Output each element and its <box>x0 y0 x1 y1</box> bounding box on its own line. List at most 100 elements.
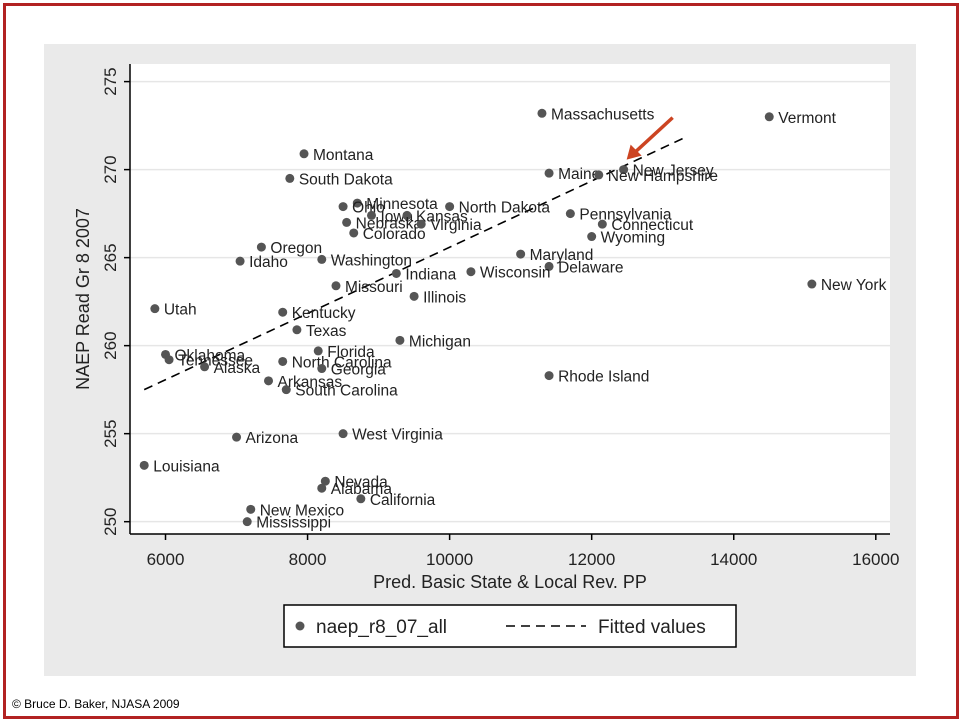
point-label: Idaho <box>249 254 288 271</box>
x-tick-label: 8000 <box>289 550 327 569</box>
data-point <box>342 217 352 227</box>
point-label: New Mexico <box>260 502 344 519</box>
point-label: Pennsylvania <box>579 207 672 224</box>
data-point <box>544 371 554 381</box>
point-label: Florida <box>327 344 375 361</box>
data-point <box>366 210 376 220</box>
y-tick-label: 250 <box>101 507 120 535</box>
data-point <box>764 112 774 122</box>
data-point <box>278 356 288 366</box>
data-point <box>516 249 526 259</box>
data-point <box>356 494 366 504</box>
x-tick-label: 10000 <box>426 550 473 569</box>
data-point <box>200 362 210 372</box>
data-point <box>587 232 597 242</box>
data-point <box>597 219 607 229</box>
data-point <box>281 385 291 395</box>
data-point <box>544 261 554 271</box>
data-point <box>349 228 359 238</box>
legend-label: Fitted values <box>598 617 706 638</box>
x-tick-label: 14000 <box>710 550 757 569</box>
data-point <box>807 279 817 289</box>
data-point <box>338 202 348 212</box>
data-point <box>338 429 348 439</box>
point-label: Louisiana <box>153 458 220 475</box>
point-label: Kansas <box>416 208 468 225</box>
data-point <box>317 254 327 264</box>
data-point <box>544 168 554 178</box>
point-label: Maine <box>558 166 600 183</box>
point-label: Delaware <box>558 259 623 276</box>
data-point <box>246 504 256 514</box>
point-label: Indiana <box>405 266 456 283</box>
y-tick-label: 255 <box>101 419 120 447</box>
data-point <box>235 256 245 266</box>
point-label: Oregon <box>270 240 322 257</box>
point-label: Colorado <box>363 226 426 243</box>
point-label: South Dakota <box>299 171 393 188</box>
annotation-arrow-head <box>626 144 642 160</box>
x-axis-label: Pred. Basic State & Local Rev. PP <box>373 572 647 592</box>
data-point <box>537 108 547 118</box>
point-label: Kentucky <box>292 305 356 322</box>
y-tick-label: 260 <box>101 331 120 359</box>
point-label: New York <box>821 277 887 294</box>
point-label: Missouri <box>345 279 403 296</box>
fitted-values-line <box>143 137 685 391</box>
point-label: Michigan <box>409 333 471 350</box>
data-point <box>565 209 575 219</box>
data-point <box>466 267 476 277</box>
point-label: South Carolina <box>295 383 398 400</box>
data-point <box>292 325 302 335</box>
point-label: Texas <box>306 323 347 340</box>
point-label: Montana <box>313 147 374 164</box>
data-point <box>416 219 426 229</box>
point-label: Wisconsin <box>480 265 551 282</box>
point-label: Mississippi <box>256 515 331 532</box>
annotation-arrow-shaft <box>633 116 674 154</box>
point-label: Nevada <box>334 474 388 491</box>
point-label: California <box>370 492 436 509</box>
point-label: Ohio <box>352 200 385 217</box>
point-label: Wyoming <box>601 230 665 247</box>
data-point <box>164 355 174 365</box>
data-point <box>299 149 309 159</box>
point-label: Rhode Island <box>558 369 649 386</box>
x-tick-label: 6000 <box>147 550 185 569</box>
plot-area <box>130 64 890 534</box>
point-label: Massachusetts <box>551 106 655 123</box>
data-point <box>139 460 149 470</box>
x-tick-label: 16000 <box>852 550 899 569</box>
point-label: Georgia <box>331 362 387 379</box>
data-point <box>409 291 419 301</box>
point-label: Arizona <box>246 430 299 447</box>
data-point <box>402 210 412 220</box>
data-point <box>317 364 327 374</box>
data-point <box>313 346 323 356</box>
point-label: North Carolina <box>292 354 392 371</box>
data-point <box>352 198 362 208</box>
data-point <box>331 281 341 291</box>
slide-frame <box>3 3 959 719</box>
point-label: Minnesota <box>366 196 438 213</box>
copyright-credit: © Bruce D. Baker, NJASA 2009 <box>12 697 180 711</box>
data-point <box>317 483 327 493</box>
data-point <box>232 432 242 442</box>
legend-marker <box>295 621 305 631</box>
data-point <box>264 376 274 386</box>
point-label: Virginia <box>430 217 482 234</box>
point-label: Tennessee <box>178 353 253 370</box>
point-label: Alabama <box>331 481 393 498</box>
y-tick-label: 270 <box>101 155 120 183</box>
point-label: Arkansas <box>278 374 343 391</box>
point-label: Oklahoma <box>175 347 246 364</box>
point-label: North Dakota <box>459 200 551 217</box>
x-tick-label: 12000 <box>568 550 615 569</box>
data-point <box>278 307 288 317</box>
data-point <box>391 268 401 278</box>
point-label: Nebraska <box>356 215 423 232</box>
point-label: Utah <box>164 302 197 319</box>
point-label: Maryland <box>530 247 594 264</box>
y-tick-label: 275 <box>101 67 120 95</box>
